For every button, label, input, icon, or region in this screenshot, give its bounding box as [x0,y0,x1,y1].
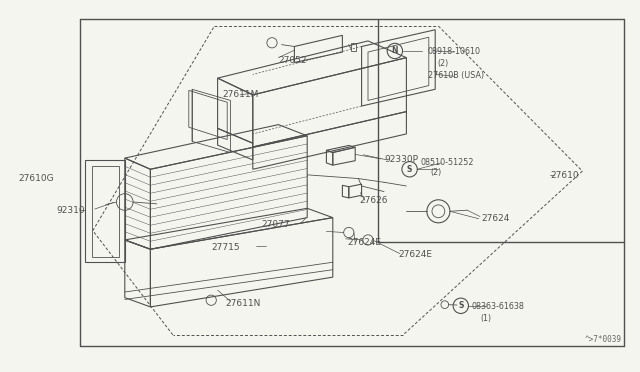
Text: 27624E: 27624E [398,250,432,259]
Text: N: N [392,46,398,55]
Text: 27610G: 27610G [18,174,54,183]
Text: (1): (1) [481,314,492,323]
Text: 27715: 27715 [211,243,240,251]
Text: 27611N: 27611N [225,299,260,308]
Text: 27077: 27077 [261,220,290,229]
Text: S: S [458,301,463,310]
Text: 27626: 27626 [360,196,388,205]
Text: 08363-61638: 08363-61638 [471,302,524,311]
Text: S: S [407,165,412,174]
Text: 92330P: 92330P [384,155,418,164]
Text: (2): (2) [430,169,442,177]
Text: 08510-51252: 08510-51252 [420,158,474,167]
Bar [351,43,356,51]
Text: 08918-10610: 08918-10610 [428,47,481,56]
Text: 27624: 27624 [481,214,509,223]
Text: 27052: 27052 [278,56,307,65]
Text: 27624E: 27624E [347,238,381,247]
Text: 27611M: 27611M [223,90,259,99]
Text: ^>7*0039: ^>7*0039 [585,335,622,344]
Text: (2): (2) [437,59,449,68]
Bar [92,166,119,257]
Text: 27610: 27610 [550,171,579,180]
Text: 27610B (USA): 27610B (USA) [428,71,484,80]
Bar [85,160,125,262]
Text: 92310: 92310 [56,206,85,215]
